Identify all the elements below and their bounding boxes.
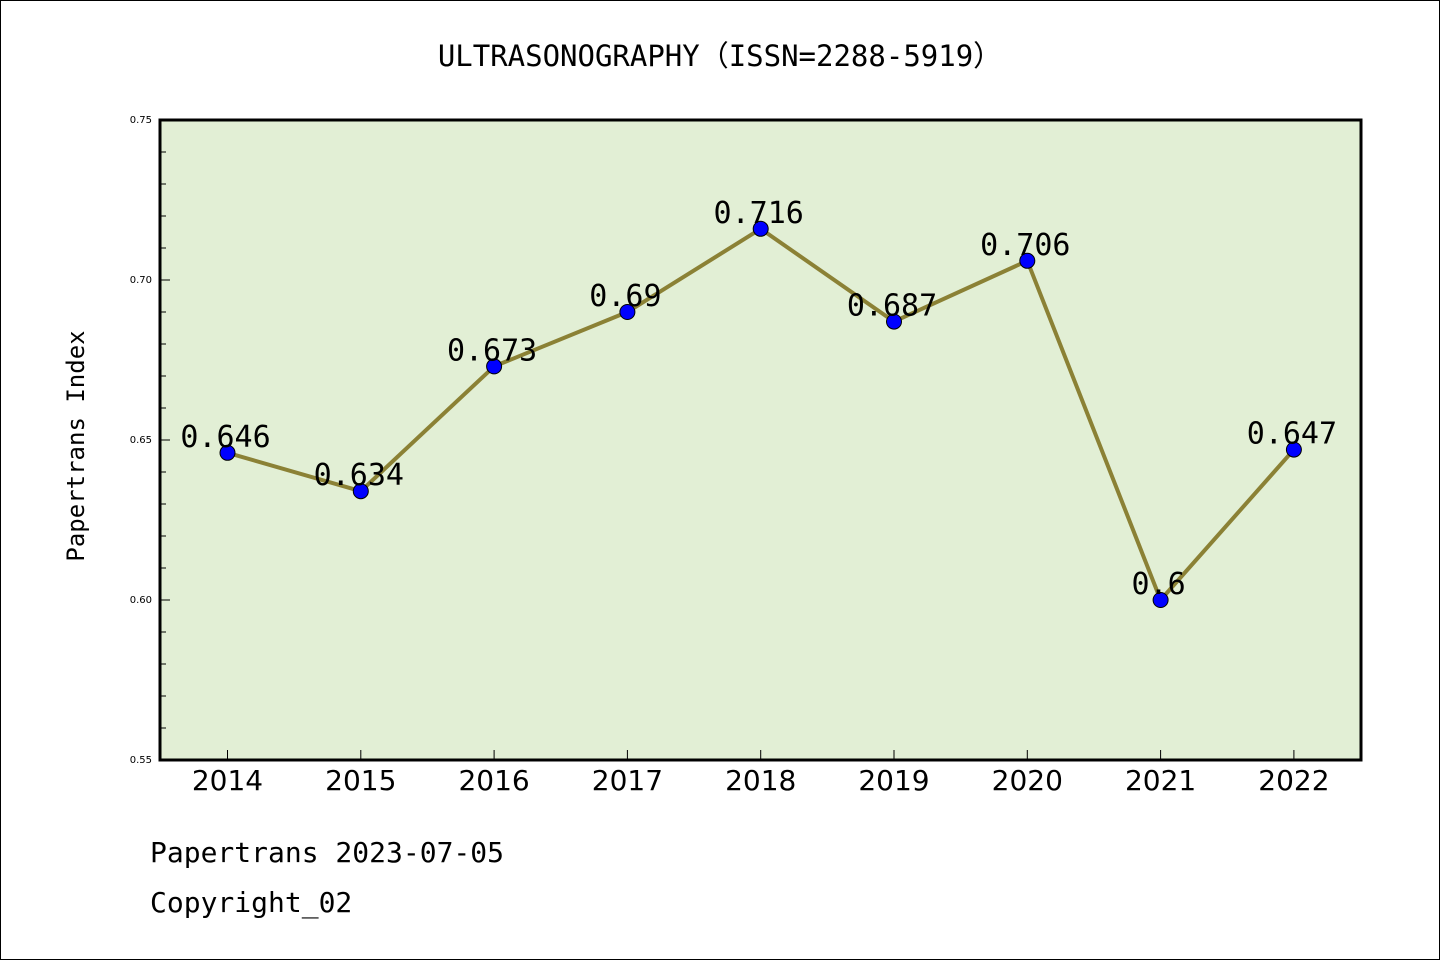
data-point (352, 483, 369, 500)
data-label: 0.716 (714, 196, 804, 231)
data-label: 0.706 (980, 228, 1070, 263)
data-label: 0.647 (1247, 417, 1337, 452)
data-label: 0.69 (589, 279, 661, 314)
y-tick-label: 0.55 (130, 755, 152, 766)
data-point (752, 220, 769, 237)
x-tick-label: 2018 (725, 764, 796, 797)
y-axis-label: Papertrans Index (62, 330, 90, 561)
data-label: 0.646 (180, 420, 270, 455)
data-point (1152, 592, 1169, 608)
data-markers (219, 220, 1302, 608)
data-point (1285, 441, 1302, 458)
x-tick-label: 2021 (1125, 764, 1196, 797)
x-axis: 2014 2015 2016 2017 2018 2019 2020 2021 2022 (192, 750, 1330, 797)
x-tick-label: 2019 (858, 764, 929, 797)
y-tick-label: 0.75 (130, 115, 152, 126)
x-tick-label: 2014 (192, 764, 263, 797)
y-tick-label: 0.65 (130, 435, 152, 446)
y-tick-label: 0.70 (130, 275, 152, 286)
y-tick-label: 0.60 (130, 595, 152, 606)
x-tick-label: 2015 (325, 764, 396, 797)
footer-copyright: Copyright_02 (150, 886, 353, 919)
data-label: 0.673 (447, 333, 537, 368)
x-tick-label: 2022 (1258, 764, 1329, 797)
data-point (219, 444, 236, 461)
data-label: 0.634 (314, 458, 404, 493)
x-tick-label: 2016 (458, 764, 529, 797)
data-point (486, 358, 503, 375)
data-labels: 0.646 0.634 0.673 0.69 0.716 0.687 0.706 0.6 0.6… (180, 196, 1337, 602)
data-point (619, 304, 636, 320)
chart-title: ULTRASONOGRAPHY（ISSN=2288-5919） (438, 39, 1002, 73)
data-point (886, 313, 902, 330)
y-axis: 0.55 0.60 0.65 0.70 0.75 (130, 115, 170, 766)
footer-date: Papertrans 2023-07-05 (150, 836, 505, 869)
data-label: 0.6 (1132, 567, 1186, 602)
data-point (1019, 252, 1036, 269)
x-tick-label: 2017 (592, 764, 663, 797)
data-label: 0.687 (847, 289, 937, 324)
x-tick-label: 2020 (992, 764, 1063, 797)
